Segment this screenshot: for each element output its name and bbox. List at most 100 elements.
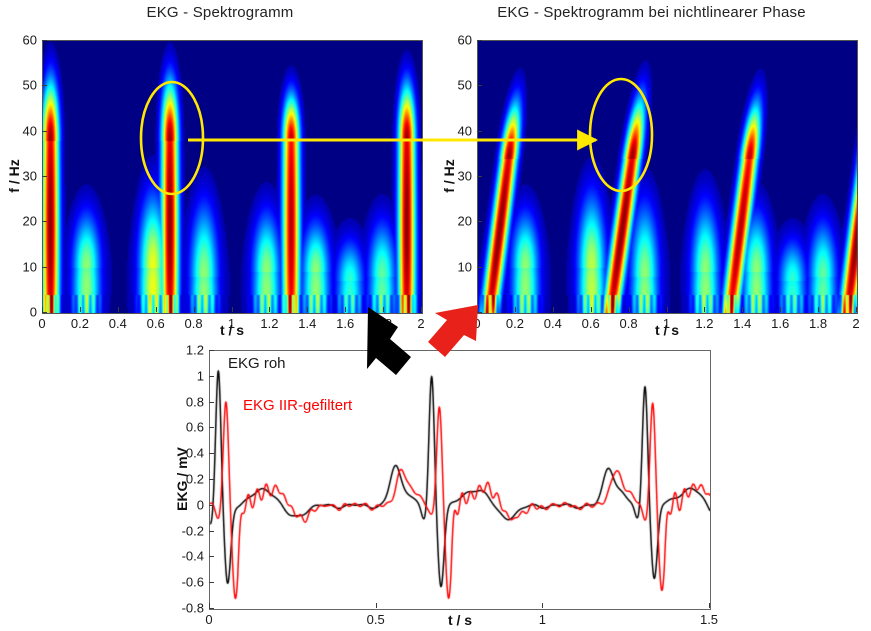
xtick-2: 2 [852,316,860,331]
legend-label-filtered: EKG IIR-gefiltert [243,397,353,414]
tick-mark [117,307,119,312]
tick-mark [209,401,214,403]
xtick-2: 2 [417,316,425,331]
ytick-30: 30 [22,168,37,184]
tick-mark [209,453,214,455]
wave-ytick--0.8: -0.8 [181,600,204,616]
right-spectrogram-plot-area [477,40,858,314]
tick-mark [375,603,377,608]
xtick-0.4: 0.4 [108,316,127,331]
tick-mark [209,350,214,351]
ytick-20: 20 [22,213,37,229]
tick-mark [421,307,422,312]
tick-mark [742,307,744,312]
xtick-0.8: 0.8 [619,316,638,331]
waveform-xlabel: t / s [447,612,473,628]
waveform-ylabel: EKG / mV [174,447,190,511]
xtick-1.6: 1.6 [336,316,355,331]
tick-mark [818,307,820,312]
waveform-traces [210,351,710,609]
wave-xtick-0.5: 0.5 [366,612,385,627]
tick-mark [231,307,233,312]
tick-mark [209,556,214,558]
xtick-0.2: 0.2 [70,316,89,331]
tick-mark [856,307,857,312]
tick-mark [590,307,592,312]
tick-mark [552,307,554,312]
wave-ytick-0.6: 0.6 [185,419,204,435]
tick-mark [209,427,214,429]
wave-ytick-0.4: 0.4 [185,445,204,461]
left-spectrogram-xlabel: t / s [219,322,245,338]
xtick-0.6: 0.6 [146,316,165,331]
tick-mark [477,85,482,87]
tick-mark [209,603,210,608]
ytick-20: 20 [457,213,472,229]
tick-mark [42,40,47,41]
wave-ytick-1.2: 1.2 [185,342,204,358]
left-spectrogram-plot-area [42,40,423,314]
tick-mark [209,375,214,377]
xtick-1.8: 1.8 [374,316,393,331]
right-spectrogram-xlabel: t / s [654,322,680,338]
xtick-1.4: 1.4 [298,316,317,331]
wave-ytick--0.6: -0.6 [181,574,204,590]
tick-mark [477,176,482,177]
ytick-60: 60 [457,32,472,48]
ytick-30: 30 [457,168,472,184]
tick-mark [477,130,482,132]
left-spectrogram-heatmap [43,41,422,313]
tick-mark [209,504,214,506]
ytick-40: 40 [22,123,37,139]
tick-mark [477,40,482,41]
wave-ytick-1: 1 [196,368,204,384]
xtick-1: 1 [227,316,236,331]
xtick-1.4: 1.4 [733,316,752,331]
tick-mark [628,307,630,312]
tick-mark [42,176,47,177]
right-spectrogram-title: EKG - Spektrogramm bei nichtlinearer Pha… [497,4,806,21]
tick-mark [666,307,668,312]
xtick-0: 0 [473,316,481,331]
legend-label-raw: EKG roh [228,355,286,372]
tick-mark [542,603,544,608]
tick-mark [209,479,214,480]
wave-ytick-0: 0 [196,497,204,513]
tick-mark [42,266,47,268]
tick-mark [709,603,710,608]
wave-ytick--0.2: -0.2 [181,523,204,539]
xtick-0.2: 0.2 [505,316,524,331]
tick-mark [477,312,482,313]
tick-mark [477,221,482,223]
xtick-1: 1 [662,316,671,331]
wave-ytick--0.4: -0.4 [181,548,204,564]
tick-mark [307,307,309,312]
tick-mark [42,85,47,87]
ytick-0: 0 [464,304,472,320]
xtick-1.2: 1.2 [260,316,279,331]
wave-xtick-1.5: 1.5 [699,612,719,627]
right-spectrogram-ylabel: f / Hz [441,159,457,193]
right-spectrogram-heatmap [478,41,857,313]
wave-xtick-0: 0 [205,612,213,627]
tick-mark [345,307,347,312]
xtick-1.8: 1.8 [809,316,828,331]
tick-mark [514,307,516,312]
ytick-50: 50 [22,77,37,93]
tick-mark [155,307,157,312]
left-spectrogram-title: EKG - Spektrogramm [146,4,294,21]
wave-ytick-0.8: 0.8 [185,394,204,410]
ytick-40: 40 [457,123,472,139]
waveform-plot-area [209,350,711,610]
tick-mark [193,307,195,312]
tick-mark [383,307,385,312]
tick-mark [704,307,706,312]
tick-mark [42,312,47,313]
xtick-0.4: 0.4 [543,316,562,331]
ytick-0: 0 [29,304,37,320]
xtick-0: 0 [38,316,46,331]
ytick-60: 60 [22,32,37,48]
tick-mark [269,307,271,312]
xtick-0.6: 0.6 [581,316,600,331]
